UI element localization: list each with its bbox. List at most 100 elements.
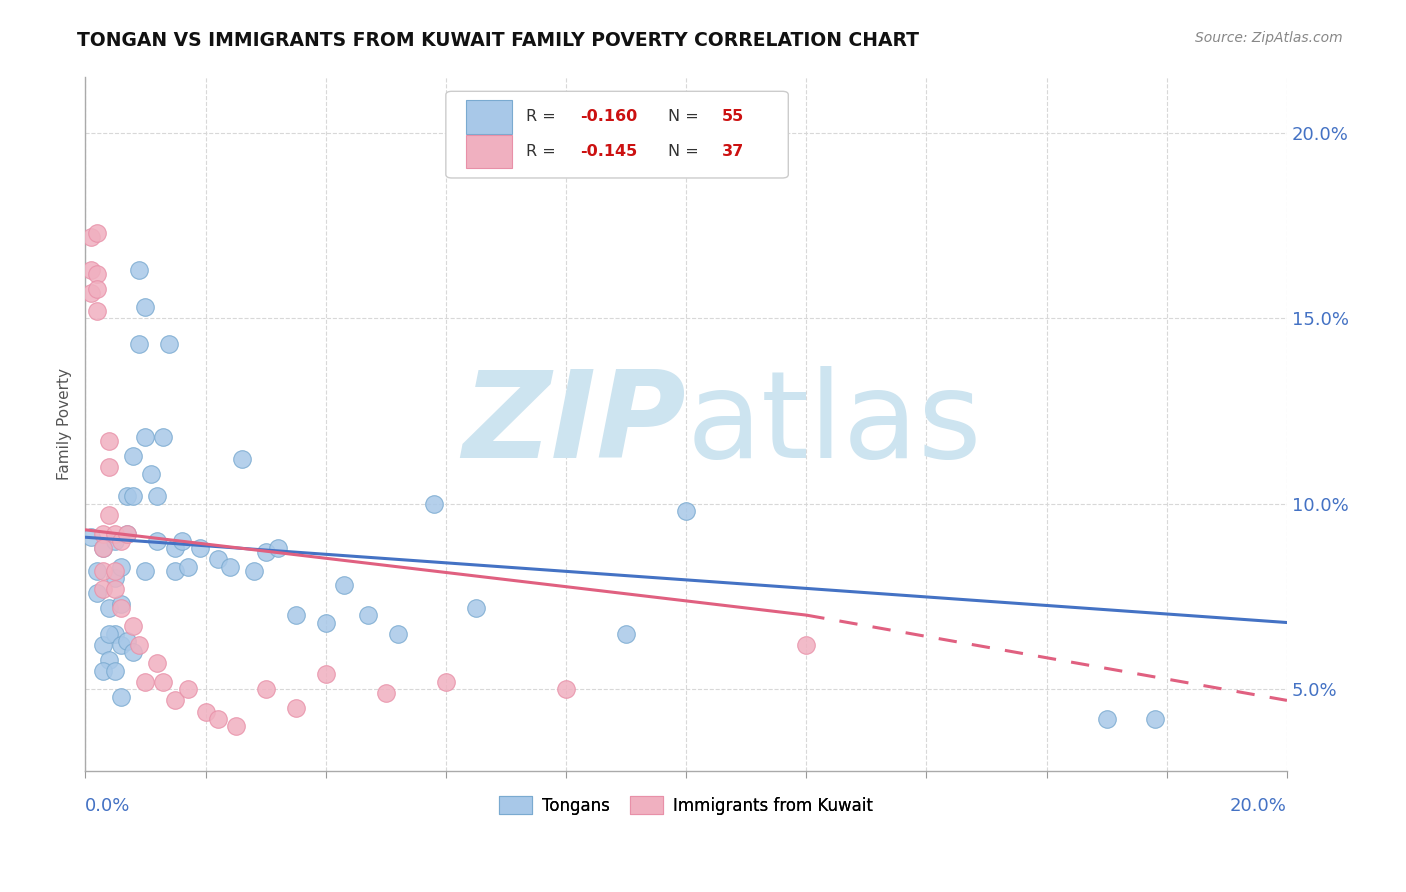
Point <box>98 508 121 522</box>
Point <box>110 600 132 615</box>
Point <box>122 619 145 633</box>
Point <box>315 615 337 630</box>
Point <box>110 638 132 652</box>
Text: ZIP: ZIP <box>463 366 686 483</box>
FancyBboxPatch shape <box>446 91 789 178</box>
Text: N =: N = <box>668 110 704 125</box>
Point <box>86 226 108 240</box>
Point <box>225 719 247 733</box>
Point <box>146 657 169 671</box>
Point <box>93 541 115 556</box>
Text: Source: ZipAtlas.com: Source: ZipAtlas.com <box>1195 31 1343 45</box>
Point <box>254 682 277 697</box>
Point <box>464 600 486 615</box>
Point <box>86 282 108 296</box>
Point <box>104 582 127 596</box>
Point <box>128 337 150 351</box>
Point <box>117 526 139 541</box>
Point <box>332 578 354 592</box>
Point <box>188 541 211 556</box>
Point <box>110 560 132 574</box>
Point <box>98 652 121 666</box>
Point <box>254 545 277 559</box>
Point <box>165 541 187 556</box>
Point <box>284 701 307 715</box>
Point <box>675 504 697 518</box>
Point <box>134 430 156 444</box>
Point <box>242 564 264 578</box>
Point <box>176 682 198 697</box>
Point <box>165 693 187 707</box>
Point <box>122 645 145 659</box>
Text: -0.145: -0.145 <box>581 145 638 159</box>
Point <box>794 638 817 652</box>
Point <box>614 626 637 640</box>
Point <box>434 674 457 689</box>
Point <box>93 638 115 652</box>
Point <box>93 541 115 556</box>
Point <box>159 337 181 351</box>
Point <box>98 626 121 640</box>
Point <box>80 263 103 277</box>
Point <box>284 608 307 623</box>
Point <box>134 301 156 315</box>
Point <box>93 526 115 541</box>
Point <box>374 686 396 700</box>
Point <box>104 526 127 541</box>
Point <box>110 597 132 611</box>
Text: 20.0%: 20.0% <box>1230 797 1286 814</box>
Point <box>1143 712 1166 726</box>
Point <box>194 705 217 719</box>
Point <box>80 285 103 300</box>
Y-axis label: Family Poverty: Family Poverty <box>58 368 72 480</box>
Point <box>152 430 174 444</box>
Point <box>117 634 139 648</box>
Point <box>98 459 121 474</box>
Point <box>104 533 127 548</box>
Point <box>218 560 240 574</box>
Point <box>165 564 187 578</box>
Point <box>86 564 108 578</box>
Point <box>104 626 127 640</box>
Point <box>117 526 139 541</box>
Point <box>357 608 380 623</box>
Point <box>93 664 115 678</box>
Point <box>128 263 150 277</box>
Text: atlas: atlas <box>686 366 981 483</box>
Point <box>110 533 132 548</box>
Point <box>134 564 156 578</box>
Point <box>122 490 145 504</box>
Point <box>266 541 288 556</box>
Point <box>207 712 229 726</box>
Point <box>98 600 121 615</box>
Text: TONGAN VS IMMIGRANTS FROM KUWAIT FAMILY POVERTY CORRELATION CHART: TONGAN VS IMMIGRANTS FROM KUWAIT FAMILY … <box>77 31 920 50</box>
Point <box>231 452 253 467</box>
Point <box>80 530 103 544</box>
Point <box>1095 712 1118 726</box>
Legend: Tongans, Immigrants from Kuwait: Tongans, Immigrants from Kuwait <box>492 789 880 822</box>
Point <box>152 674 174 689</box>
Point <box>170 533 193 548</box>
Point <box>122 449 145 463</box>
Point <box>104 564 127 578</box>
Point <box>104 571 127 585</box>
Point <box>93 582 115 596</box>
Text: -0.160: -0.160 <box>581 110 638 125</box>
Point <box>117 490 139 504</box>
Point <box>104 664 127 678</box>
Point <box>93 564 115 578</box>
Text: 55: 55 <box>723 110 744 125</box>
Point <box>86 586 108 600</box>
Text: N =: N = <box>668 145 704 159</box>
Point <box>98 434 121 448</box>
Point <box>110 690 132 704</box>
FancyBboxPatch shape <box>467 135 512 169</box>
Text: R =: R = <box>526 110 561 125</box>
Point <box>176 560 198 574</box>
Point <box>141 467 163 482</box>
Point <box>555 682 578 697</box>
Point <box>134 674 156 689</box>
Point <box>423 497 446 511</box>
Point <box>387 626 409 640</box>
Point <box>207 552 229 566</box>
